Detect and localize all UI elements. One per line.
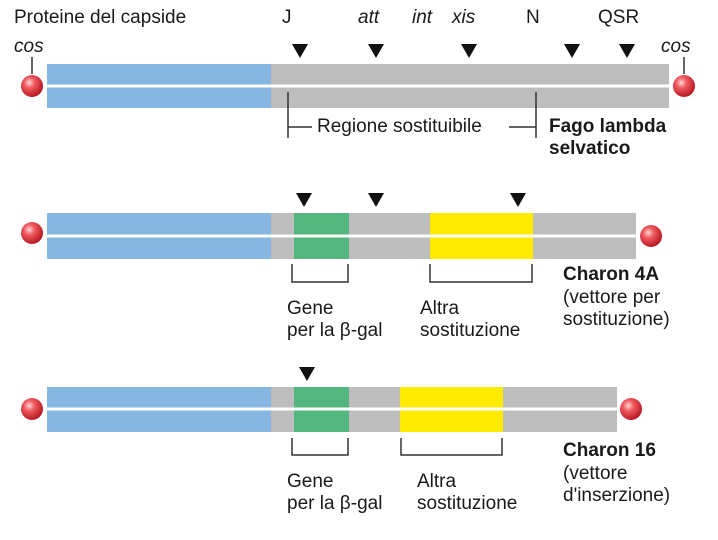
c4a-substitution-bracket xyxy=(429,264,533,283)
cos-site-right-c4a xyxy=(640,225,662,247)
wild-type-phage-name: Fago lambda selvatico xyxy=(549,116,667,159)
replaceable-region-bracket xyxy=(287,92,537,138)
marker-arrow-n xyxy=(564,44,580,58)
cos-label-left: cos xyxy=(14,36,44,57)
c16-marker-arrow xyxy=(299,367,315,381)
marker-arrow-xis xyxy=(461,44,477,58)
c4a-gene-bracket xyxy=(291,264,349,283)
cos-site-right-c16 xyxy=(620,398,642,420)
charon-16-description: (vettore d'inserzione) xyxy=(563,463,671,506)
charon-16-name: Charon 16 xyxy=(563,440,656,461)
gene-int-label: int xyxy=(412,7,433,28)
c16-other-substitution-label: Altra sostituzione xyxy=(417,471,518,514)
cos-label-right: cos xyxy=(661,36,691,57)
c4a-marker-arrow-2 xyxy=(368,193,384,207)
cos-site-left-wt xyxy=(21,75,43,97)
marker-arrow-j xyxy=(292,44,308,58)
marker-arrow-qsr xyxy=(619,44,635,58)
gene-att-label: att xyxy=(358,7,380,28)
cos-site-left-c16 xyxy=(21,398,43,420)
c4a-marker-arrow-1 xyxy=(296,193,312,207)
charon-4a-genome xyxy=(21,193,662,283)
c16-beta-gal-gene-label: Gene per la β-gal xyxy=(287,471,383,514)
cos-site-right-wt xyxy=(673,75,695,97)
gene-n-label: N xyxy=(526,7,540,28)
replaceable-region-label: Regione sostituibile xyxy=(317,116,482,137)
gene-qsr-label: QSR xyxy=(598,7,640,28)
charon-16-genome xyxy=(21,367,642,456)
charon-4a-name: Charon 4A xyxy=(563,264,660,285)
gene-xis-label: xis xyxy=(452,7,476,28)
marker-arrow-att xyxy=(368,44,384,58)
c4a-beta-gal-gene-label: Gene per la β-gal xyxy=(287,298,383,341)
charon-4a-description: (vettore per sostituzione) xyxy=(563,287,670,330)
gene-j-label: J xyxy=(282,7,292,28)
c4a-marker-arrow-3 xyxy=(510,193,526,207)
c16-gene-bracket xyxy=(291,438,349,456)
wild-type-genome xyxy=(21,44,695,138)
c16-substitution-bracket xyxy=(400,438,503,456)
cos-site-left-c4a xyxy=(21,222,43,244)
capsid-proteins-label: Proteine del capside xyxy=(14,7,187,28)
c4a-other-substitution-label: Altra sostituzione xyxy=(420,298,521,341)
